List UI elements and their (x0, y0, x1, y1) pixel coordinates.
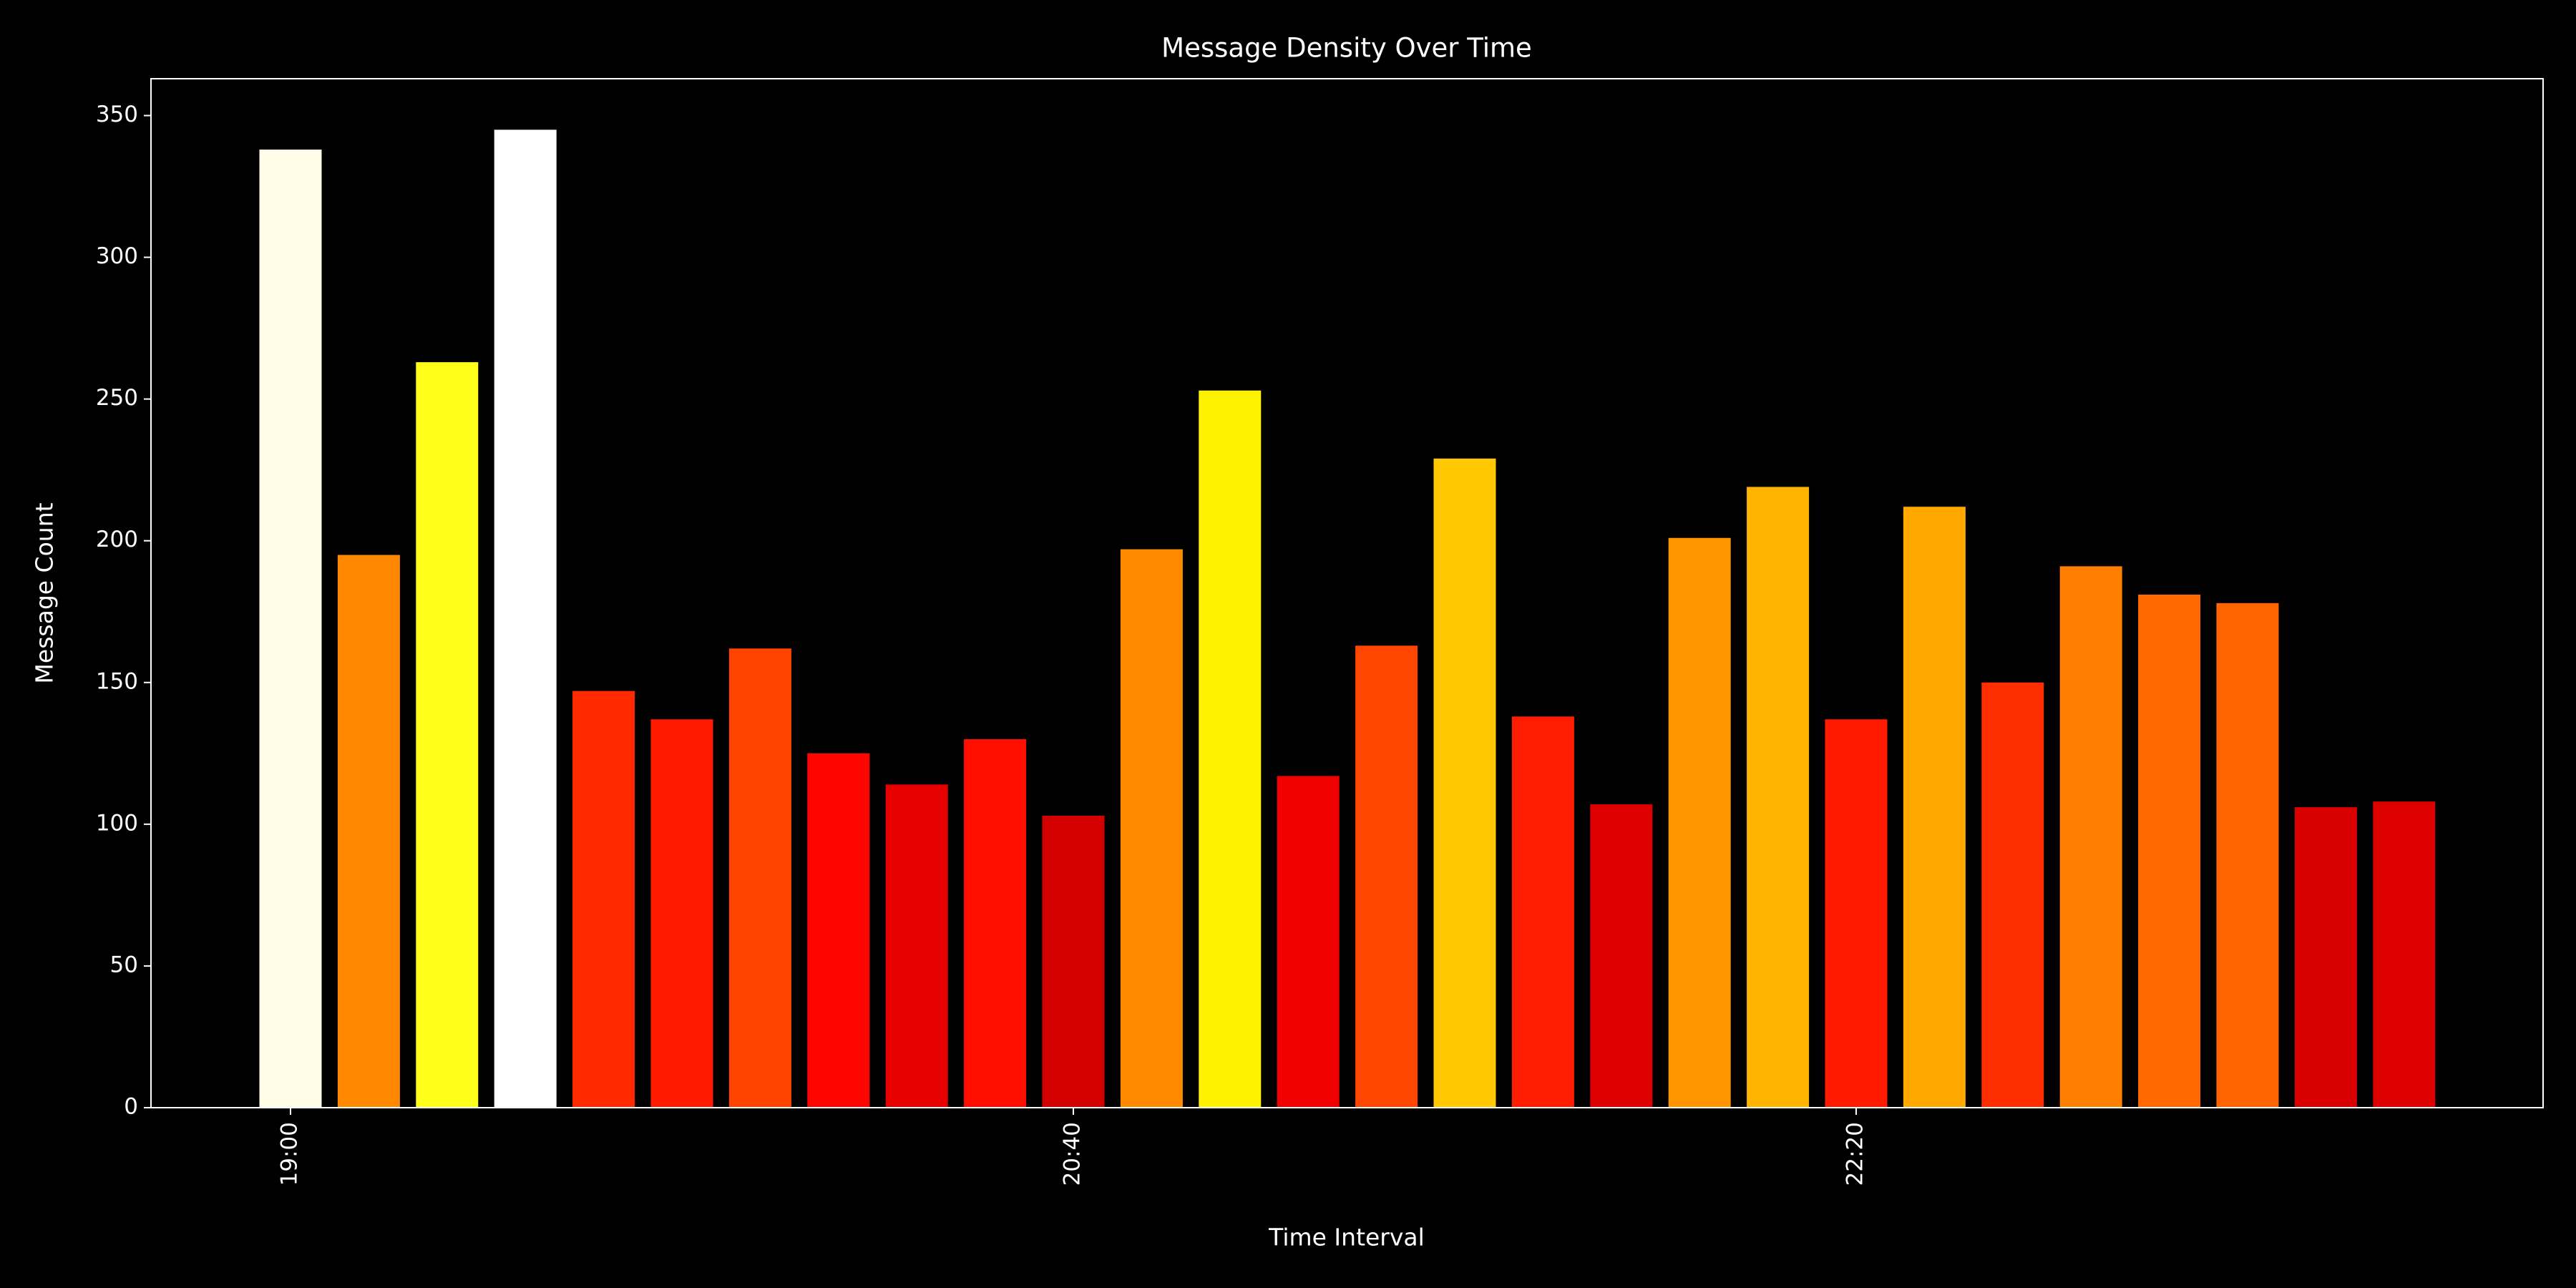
bar (1511, 716, 1574, 1108)
bar (259, 150, 322, 1108)
chart-title: Message Density Over Time (1161, 33, 1532, 64)
plot-frame (150, 78, 2544, 1108)
bar (2294, 807, 2357, 1108)
y-tick-label: 350 (96, 102, 138, 127)
bar (572, 691, 635, 1108)
bar (1668, 537, 1731, 1108)
y-tick-label: 150 (96, 668, 138, 694)
bar (494, 130, 557, 1108)
bar (964, 739, 1027, 1108)
bar (2059, 566, 2122, 1108)
bar (1355, 645, 1418, 1108)
y-tick-label: 300 (96, 243, 138, 269)
x-tick-label: 19:00 (277, 1122, 303, 1186)
x-tick-label: 20:40 (1060, 1122, 1085, 1186)
bar (885, 784, 948, 1108)
bar (337, 555, 400, 1108)
bar (1590, 804, 1653, 1108)
x-axis-label: Time Interval (1268, 1224, 1425, 1252)
bar (2216, 602, 2279, 1108)
bar (1825, 719, 1888, 1108)
bar (1042, 815, 1105, 1108)
bar (1903, 507, 1966, 1108)
bar (1747, 487, 1810, 1108)
x-tick-label: 22:20 (1843, 1122, 1868, 1186)
bar (650, 719, 713, 1108)
bar (1199, 390, 1262, 1108)
y-tick-label: 50 (110, 952, 138, 977)
bar (1277, 776, 1340, 1108)
bar (416, 362, 479, 1108)
bar (1433, 458, 1496, 1108)
bar (807, 753, 870, 1108)
bar (1120, 549, 1183, 1108)
y-tick-label: 250 (96, 385, 138, 411)
bar (1981, 682, 2044, 1108)
bar (2138, 594, 2201, 1108)
y-tick-label: 200 (96, 527, 138, 552)
y-tick-label: 0 (124, 1094, 138, 1120)
y-axis-label: Message Count (31, 502, 59, 683)
bar (728, 648, 791, 1108)
y-tick-label: 100 (96, 810, 138, 836)
bar (2373, 801, 2436, 1108)
